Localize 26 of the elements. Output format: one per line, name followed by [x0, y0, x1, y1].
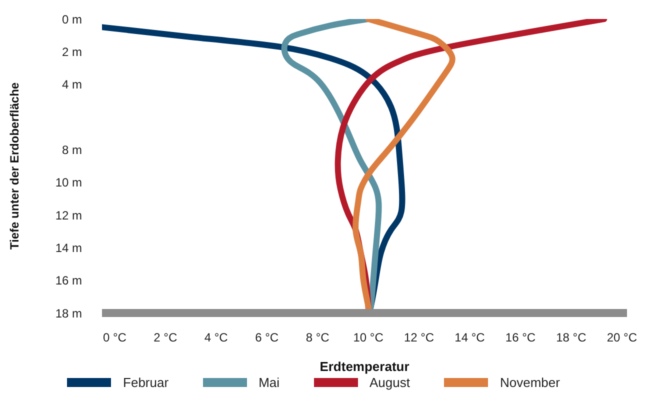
y-tick-label: 0 m	[62, 12, 82, 26]
y-axis-title: Tiefe unter der Erdoberfläche	[7, 82, 22, 250]
x-tick-label: 2 °C	[154, 330, 178, 345]
y-tick-label: 18 m	[55, 306, 82, 320]
legend-label: Mai	[258, 375, 280, 390]
x-tick-label: 4 °C	[204, 330, 228, 345]
x-tick-label: 14 °C	[454, 330, 486, 345]
legend-label: November	[500, 375, 560, 390]
legend-label: Februar	[123, 375, 169, 390]
x-tick-label: 16 °C	[505, 330, 536, 345]
x-tick-label: 8 °C	[306, 330, 330, 345]
x-tick-label: 10 °C	[353, 330, 384, 345]
y-tick-label: 14 m	[55, 240, 82, 255]
y-tick-label: 4 m	[62, 78, 82, 92]
x-axis-title: Erdtemperatur	[320, 359, 410, 374]
y-tick-label: 8 m	[62, 142, 82, 157]
x-tick-label: 20 °C	[606, 330, 638, 345]
y-tick-label: 10 m	[55, 176, 82, 190]
legend-label: August	[370, 375, 410, 390]
x-tick-label: 12 °C	[404, 330, 434, 345]
x-tick-label: 18 °C	[556, 330, 587, 345]
y-tick-label: 12 m	[55, 208, 82, 222]
y-tick-label: 2 m	[62, 44, 82, 59]
x-tick-label: 0 °C	[102, 330, 127, 345]
y-tick-label: 16 m	[55, 274, 82, 288]
x-tick-label: 6 °C	[255, 330, 279, 345]
